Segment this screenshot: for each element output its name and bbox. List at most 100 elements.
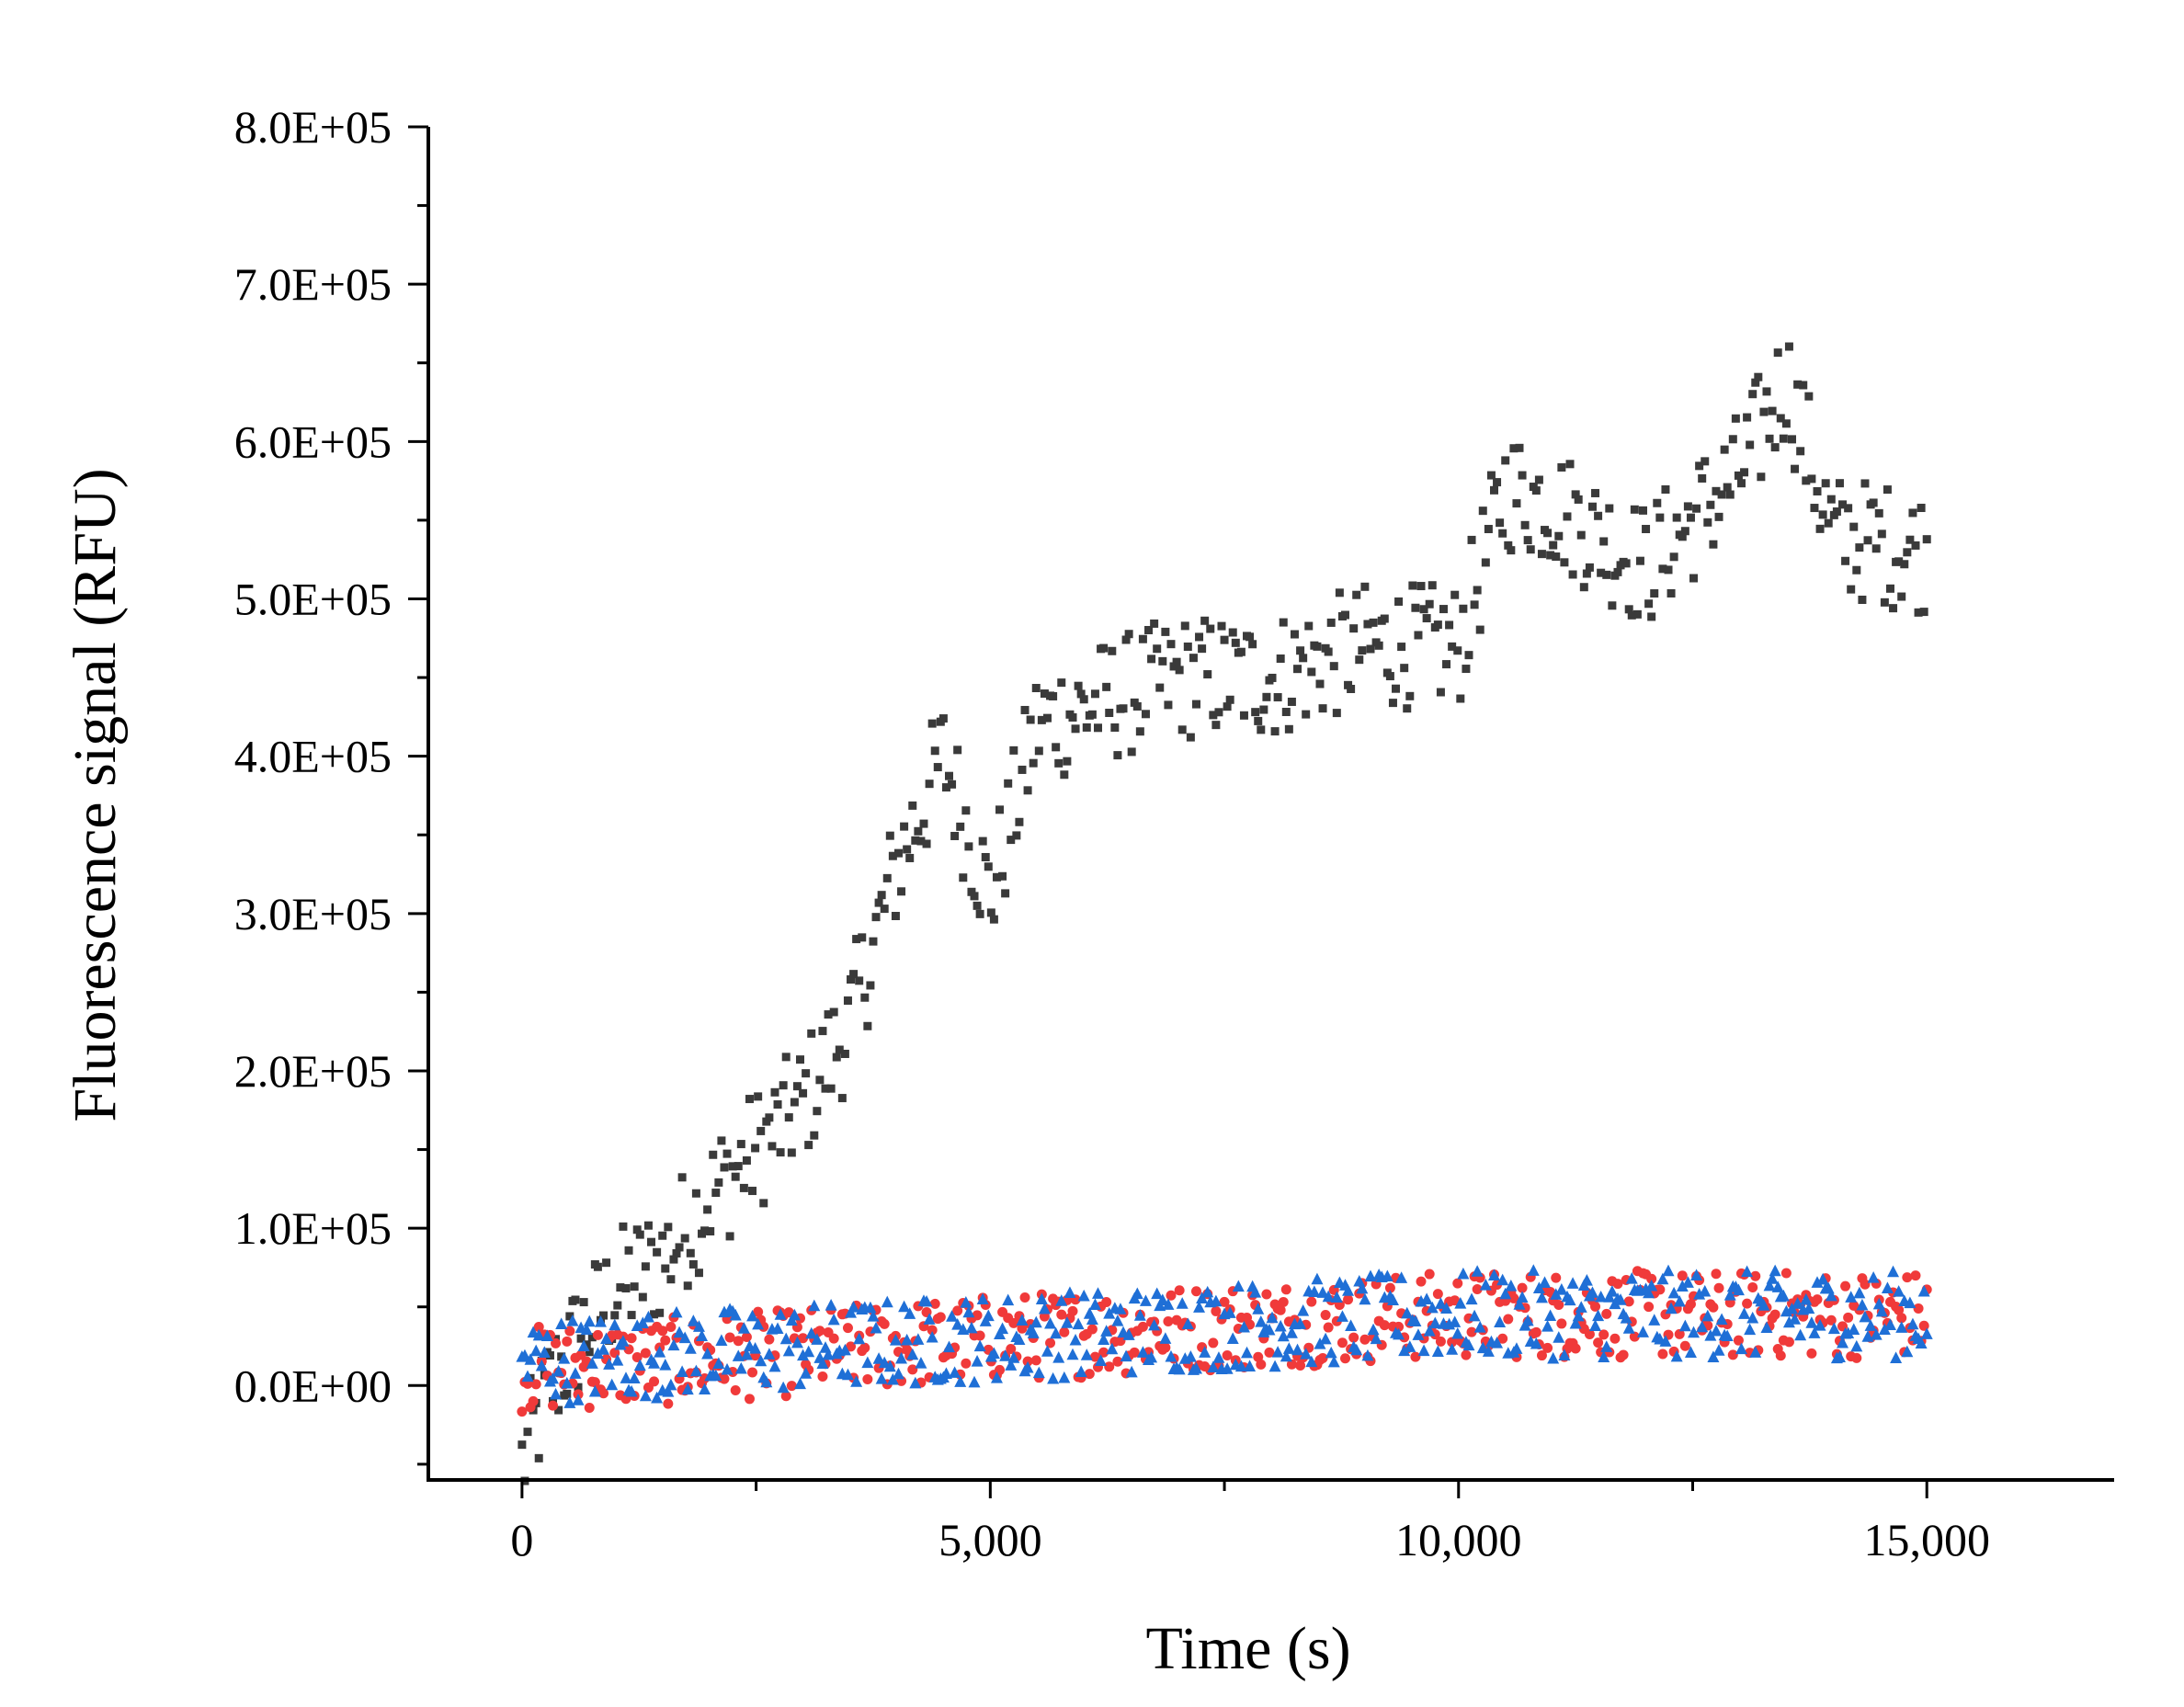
data-point-triangle [779,1332,792,1345]
data-point-triangle [1120,1349,1132,1362]
data-point-square [1526,545,1535,554]
data-point-square [523,1428,532,1437]
data-point-square [1883,485,1892,495]
data-point-circle [1629,1331,1640,1342]
data-point-triangle [1159,1332,1172,1344]
data-point-triangle [1553,1331,1565,1343]
data-point-circle [1416,1276,1427,1287]
y-tick-label: 3.0E+05 [234,888,392,939]
data-point-triangle [1595,1290,1608,1303]
data-point-square [930,746,939,756]
data-point-square [1565,460,1575,469]
data-point-circle [1679,1340,1690,1351]
data-point-square [1166,640,1176,649]
data-point-triangle [1510,1342,1523,1354]
data-point-triangle [1645,1279,1658,1292]
data-point-circle [1674,1328,1685,1339]
data-point-circle [1286,1359,1297,1370]
data-point-triangle [1541,1319,1554,1332]
data-point-triangle [1193,1301,1206,1313]
data-point-square [1150,619,1159,628]
data-point-triangle [1614,1293,1627,1305]
data-point-circle [1045,1337,1056,1349]
data-point-square [1276,654,1285,664]
data-point-triangle [1029,1315,1042,1328]
data-point-triangle [1080,1349,1093,1360]
data-point-circle [1542,1342,1553,1353]
data-point-square [664,1223,673,1232]
data-point-square [1340,610,1349,620]
data-point-square [863,1021,872,1030]
data-point-circle [961,1358,972,1369]
data-point-square [1608,601,1617,610]
data-point-circle [1447,1337,1458,1348]
data-point-square [1743,413,1752,422]
data-point-circle [1264,1347,1275,1358]
data-point-square [911,836,920,845]
data-point-triangle [1566,1277,1579,1289]
data-point-square [900,822,909,831]
data-point-square [1664,565,1673,575]
data-point-square [1177,725,1187,734]
data-point-square [1689,574,1699,583]
data-point-circle [1902,1272,1913,1283]
data-point-square [1147,654,1156,664]
data-point-triangle [805,1326,818,1339]
data-point-triangle [1237,1320,1250,1333]
data-point-square [1063,757,1072,766]
data-point-triangle [1516,1291,1529,1303]
data-point-triangle [676,1365,688,1378]
data-point-triangle [971,1354,984,1367]
data-point-square [563,1389,572,1398]
data-point-square [518,1440,527,1450]
data-point-triangle [864,1301,877,1314]
data-point-circle [859,1342,870,1353]
data-point-square [1422,614,1431,623]
data-point-square [728,1162,737,1171]
data-point-square [574,1383,583,1392]
data-point-triangle [1699,1284,1712,1297]
data-point-triangle [1027,1326,1040,1338]
data-point-triangle [1322,1290,1335,1303]
data-point-triangle [822,1348,835,1360]
data-point-triangle [1744,1323,1757,1336]
data-point-square [1894,557,1904,566]
data-point-square [694,1269,703,1278]
data-point-triangle [1789,1313,1802,1325]
data-point-square [1908,508,1917,518]
data-point-square [1209,711,1218,720]
data-point-triangle [1181,1317,1194,1330]
data-point-square [1723,483,1732,492]
data-point-triangle [1845,1291,1858,1303]
data-point-circle [862,1373,873,1384]
data-point-square [1911,541,1920,550]
data-point-circle [1775,1350,1786,1361]
data-point-triangle [1842,1326,1855,1339]
data-point-triangle [1620,1312,1632,1324]
data-point-square [1105,709,1114,718]
data-point-square [984,862,993,871]
data-point-triangle [1199,1346,1211,1358]
data-point-triangle [1274,1319,1287,1332]
data-point-triangle [1047,1371,1060,1384]
data-point-triangle [1732,1283,1745,1296]
data-point-triangle [1881,1281,1894,1293]
data-point-triangle [1005,1359,1018,1371]
data-point-triangle [1280,1349,1292,1362]
data-point-square [534,1453,543,1462]
data-point-square [1004,779,1013,788]
data-point-square [914,826,923,836]
data-point-square [1158,656,1167,666]
data-point-square [1380,614,1389,623]
data-point-triangle [901,1333,914,1346]
data-point-triangle [1271,1346,1284,1358]
data-point-triangle [603,1358,616,1370]
data-point-square [706,1226,715,1235]
data-point-square [813,1107,822,1116]
data-point-square [638,1292,647,1302]
data-point-triangle [1136,1346,1149,1358]
data-point-circle [1750,1270,1761,1281]
data-point-triangle [1895,1321,1908,1333]
data-point-square [1635,556,1644,565]
data-point-triangle [1721,1329,1734,1342]
